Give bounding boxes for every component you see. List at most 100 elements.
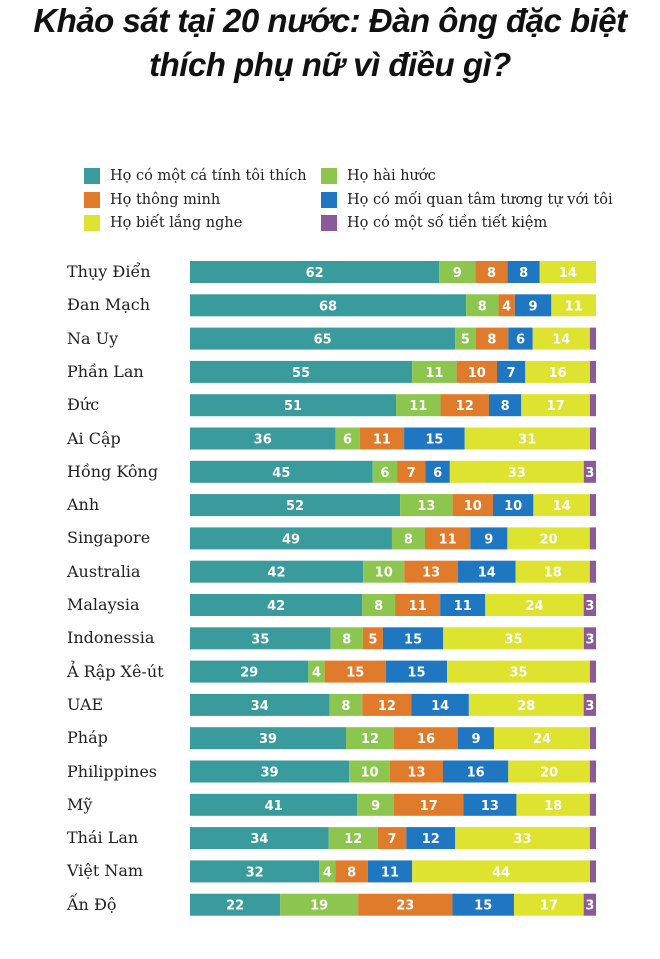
category-label: Ả Rập Xê-út (67, 661, 164, 681)
category-label: Thái Lan (67, 828, 139, 848)
bar-segment (440, 394, 489, 417)
data-label: 3 (585, 699, 594, 714)
bar-segment (308, 660, 325, 683)
category-label: Na Uy (67, 328, 119, 348)
data-label: 12 (456, 399, 474, 414)
data-label: 14 (552, 333, 570, 348)
data-label: 31 (518, 433, 536, 448)
category-label: Hồng Kông (67, 461, 159, 481)
bar-segment (583, 460, 596, 483)
data-label: 11 (454, 599, 472, 614)
bar-segment (589, 760, 596, 783)
bar-segment (395, 594, 441, 616)
bar-segment (464, 427, 590, 450)
bar-segment (589, 827, 596, 850)
bar-segment (190, 693, 330, 716)
category-label: Singapore (67, 528, 151, 548)
bar-segment (525, 360, 590, 383)
data-label: 9 (484, 532, 493, 547)
bar-segment (190, 560, 364, 583)
bar-segment (324, 660, 386, 683)
legend-label: Họ có một số tiền tiết kiệm (347, 215, 548, 231)
bar-segment (190, 860, 320, 883)
bar-segment (583, 693, 596, 716)
data-label: 19 (310, 899, 328, 914)
bar-segment (440, 594, 486, 616)
bar-segment (358, 893, 453, 916)
bar-segment (515, 560, 590, 583)
bar-segment (363, 560, 405, 583)
bar-segment (443, 627, 584, 650)
bar-segment (470, 527, 508, 550)
bar-segment (411, 693, 469, 716)
data-label: 52 (286, 499, 304, 514)
bar-segment (449, 460, 584, 483)
bar-segment (485, 594, 584, 616)
data-label: 15 (407, 666, 425, 681)
data-label: 20 (540, 532, 558, 547)
bar-segment (385, 660, 448, 683)
data-label: 15 (425, 433, 443, 448)
bar-segment (532, 327, 590, 350)
bar-segment (190, 394, 397, 417)
bar-segment (516, 793, 590, 816)
data-label: 8 (487, 266, 496, 281)
category-label: Thụy Điển (67, 262, 151, 281)
bar-segment (513, 893, 584, 916)
data-label: 7 (387, 832, 396, 847)
data-label: 20 (540, 766, 558, 781)
data-label: 7 (507, 366, 516, 381)
data-label: 51 (284, 399, 302, 414)
bar-segment (406, 827, 456, 850)
data-label: 12 (361, 732, 379, 747)
bar-segment (589, 327, 596, 350)
bar-segment (466, 294, 499, 317)
category-label: Malaysia (67, 595, 140, 614)
bar-segment (507, 527, 590, 550)
data-label: 12 (378, 699, 396, 714)
bar-segment (190, 660, 309, 683)
legend-item-smart: Họ thông minh (84, 192, 220, 208)
bar-segment (521, 394, 590, 417)
legend-swatch (321, 192, 337, 208)
bar-segment (494, 727, 590, 750)
bar-segment (447, 660, 590, 683)
data-label: 8 (342, 632, 351, 647)
bar-segment (190, 460, 373, 483)
bar-segment (589, 494, 596, 517)
bar-segment (507, 261, 540, 283)
data-label: 8 (404, 532, 413, 547)
bar-segment (404, 560, 458, 583)
bar-segment (396, 394, 441, 417)
bar-segment (335, 860, 368, 883)
bar-segment (442, 760, 509, 783)
data-label: 11 (409, 599, 427, 614)
category-label: Indonessia (67, 628, 155, 648)
data-label: 10 (468, 366, 486, 381)
bar-segment (190, 327, 456, 350)
bar-segment (372, 460, 398, 483)
category-label: UAE (67, 694, 104, 714)
legend-swatch (321, 168, 337, 184)
data-label: 9 (371, 799, 380, 814)
bar-segment (389, 760, 443, 783)
data-label: 10 (375, 566, 393, 581)
legend-label: Họ biết lắng nghe (110, 215, 243, 231)
bar-segment (362, 594, 396, 616)
data-label: 16 (417, 732, 435, 747)
data-label: 4 (323, 865, 332, 880)
bar-segment (589, 427, 596, 450)
bar-segment (589, 860, 596, 883)
legend-swatch (84, 192, 100, 208)
data-label: 33 (508, 466, 526, 481)
data-label: 8 (374, 599, 383, 614)
bar-segment (539, 261, 596, 283)
bar-segment (190, 261, 440, 283)
data-label: 18 (544, 799, 562, 814)
data-label: 45 (272, 466, 290, 481)
data-label: 8 (519, 266, 528, 281)
data-label: 62 (306, 266, 324, 281)
data-label: 24 (525, 599, 543, 614)
data-label: 28 (517, 699, 535, 714)
